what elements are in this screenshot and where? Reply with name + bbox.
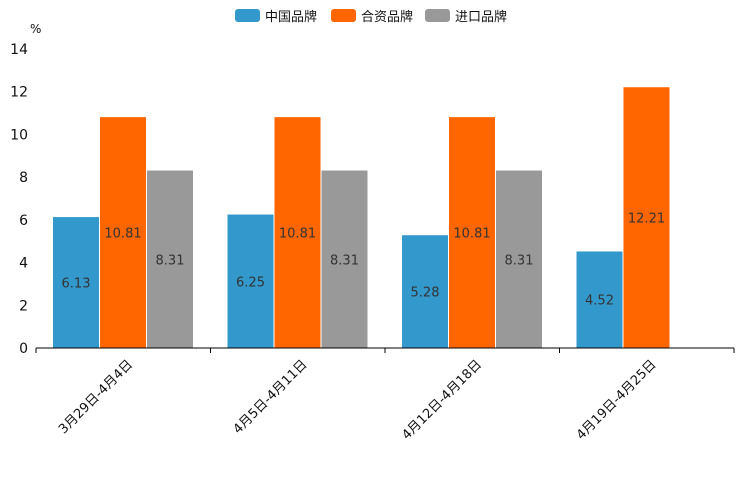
data-label: 10.81 xyxy=(104,227,141,242)
bar-1-1 xyxy=(53,217,99,348)
bar-1-3 xyxy=(402,235,448,348)
legend-label: 中国品牌 xyxy=(265,9,317,25)
data-label: 8.31 xyxy=(330,253,359,268)
bar-1-2 xyxy=(227,214,274,348)
data-label: 5.28 xyxy=(411,286,440,301)
y-tick-label: 10 xyxy=(10,127,28,143)
data-label: 8.31 xyxy=(156,253,185,268)
bar-2-1 xyxy=(100,117,146,348)
legend: 中国品牌 合资品牌 进口品牌 xyxy=(235,9,507,25)
y-tick-label: 0 xyxy=(19,341,28,357)
legend-label: 合资品牌 xyxy=(361,9,413,25)
bars xyxy=(53,87,670,349)
data-label: 12.21 xyxy=(628,212,665,227)
x-axis-ticks: 3月29日-4月4日 4月5日-4月11日 4月12日-4月18日 4月19日-4月2… xyxy=(35,348,735,443)
y-axis-unit-label: % xyxy=(30,22,41,36)
data-label: 8.31 xyxy=(505,253,534,268)
legend-label: 进口品牌 xyxy=(455,9,507,25)
y-tick-label: 14 xyxy=(10,42,28,58)
legend-swatch xyxy=(331,9,356,22)
data-label: 6.13 xyxy=(62,277,91,292)
bar-2-4 xyxy=(623,87,670,349)
data-label: 6.25 xyxy=(236,275,265,290)
y-tick-label: 12 xyxy=(10,85,28,101)
x-category-label: 4月5日-4月11日 xyxy=(231,357,311,437)
x-category-label: 4月12日-4月18日 xyxy=(399,357,485,443)
legend-swatch xyxy=(425,9,450,22)
y-tick-label: 8 xyxy=(19,170,28,186)
y-tick-label: 2 xyxy=(19,298,28,314)
legend-swatch xyxy=(235,9,260,22)
data-label: 10.81 xyxy=(453,227,490,242)
bar-2-3 xyxy=(449,117,495,348)
data-label: 4.52 xyxy=(585,294,614,309)
bar-3-3 xyxy=(496,170,542,348)
x-category-label: 4月19日-4月25日 xyxy=(574,357,660,443)
data-label: 10.81 xyxy=(279,227,316,242)
x-category-label: 3月29日-4月4日 xyxy=(56,357,136,437)
y-tick-label: 4 xyxy=(19,256,28,272)
bar-1-4 xyxy=(576,251,623,348)
data-labels: 6.13 10.81 8.31 6.25 10.81 8.31 5.28 10.81 8.31 4… xyxy=(62,212,666,309)
y-axis-ticks: 0 2 4 6 8 10 12 14 xyxy=(10,42,28,357)
bar-3-1 xyxy=(147,170,193,348)
bar-3-2 xyxy=(321,170,368,348)
y-tick-label: 6 xyxy=(19,213,28,229)
bar-2-2 xyxy=(274,117,321,348)
